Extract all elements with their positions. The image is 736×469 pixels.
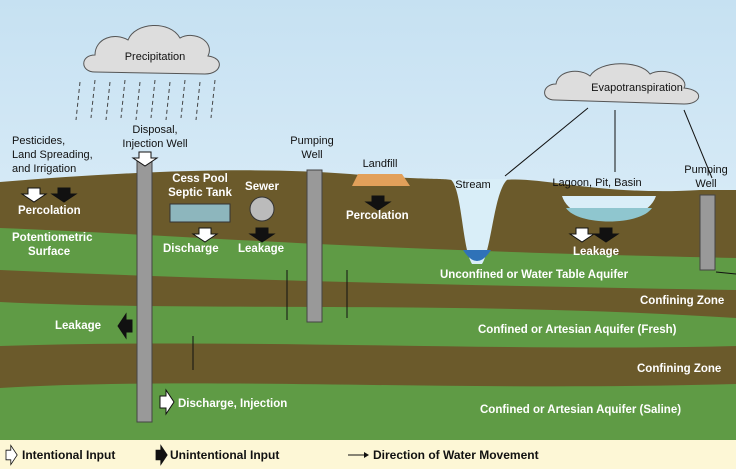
- cloud-label: Evapotranspiration: [591, 82, 683, 94]
- layer-label: Confined or Artesian Aquifer (Fresh): [478, 324, 677, 336]
- label: Discharge, Injection: [178, 398, 287, 410]
- label: Lagoon, Pit, Basin: [552, 177, 641, 189]
- line: Surface: [28, 246, 70, 258]
- layer-label: Unconfined or Water Table Aquifer: [440, 269, 629, 281]
- layer-label: Confined or Artesian Aquifer (Saline): [480, 404, 681, 416]
- line: Cess Pool: [172, 173, 228, 185]
- pumping-well: [307, 170, 322, 322]
- injection-well: [137, 160, 152, 422]
- sewer: [250, 197, 274, 221]
- label: Leakage: [573, 246, 619, 258]
- line: Pumping: [684, 164, 727, 176]
- line: Well: [301, 149, 322, 161]
- label: Discharge: [163, 243, 219, 255]
- line: Pumping: [290, 135, 333, 147]
- legend-label: Intentional Input: [22, 448, 115, 462]
- diagram: Precipitation Evapotranspiration Pestici…: [0, 0, 736, 469]
- line: Potentiometric: [12, 232, 93, 244]
- line: Land Spreading,: [12, 149, 93, 161]
- line: Disposal,: [132, 124, 177, 136]
- label: Landfill: [363, 158, 398, 170]
- line: Septic Tank: [168, 187, 232, 199]
- label: Sewer: [245, 181, 279, 193]
- layer-label: Confining Zone: [640, 295, 724, 307]
- landfill: [352, 174, 410, 186]
- pumping-well: [700, 195, 715, 270]
- label: Stream: [455, 179, 490, 191]
- line: Well: [695, 178, 716, 190]
- layer-label: Confining Zone: [637, 363, 721, 375]
- label: Percolation: [346, 210, 409, 222]
- line: Injection Well: [122, 138, 187, 150]
- line: and Irrigation: [12, 163, 76, 175]
- legend-label: Direction of Water Movement: [373, 448, 539, 462]
- legend-label: Unintentional Input: [170, 448, 279, 462]
- label: Leakage: [55, 320, 101, 332]
- septic-tank: [170, 204, 230, 222]
- label: Leakage: [238, 243, 284, 255]
- cloud-label: Precipitation: [125, 51, 186, 63]
- line: Pesticides,: [12, 135, 65, 147]
- label: Percolation: [18, 205, 81, 217]
